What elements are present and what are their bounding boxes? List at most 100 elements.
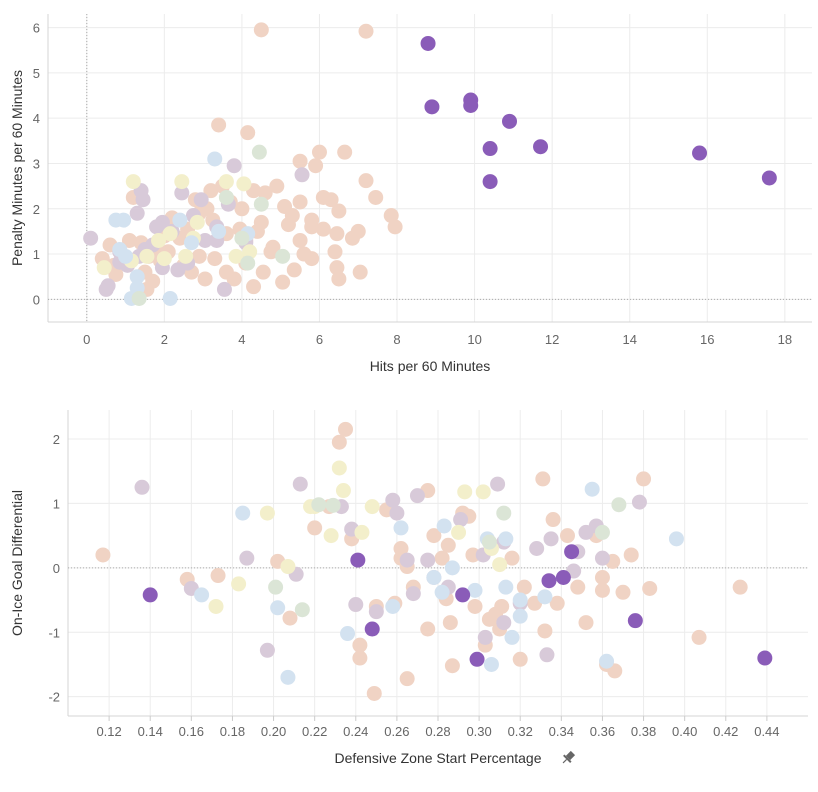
data-point (539, 647, 555, 663)
data-point (366, 685, 382, 701)
data-point (211, 223, 227, 239)
series-4 (194, 481, 684, 685)
data-point (426, 528, 442, 544)
x-tick-label: 0.14 (138, 724, 163, 739)
data-point (691, 629, 707, 645)
data-point (358, 173, 374, 189)
data-point (335, 483, 351, 499)
y-tick-label: 3 (33, 156, 40, 171)
data-point (337, 144, 353, 160)
data-point (490, 476, 506, 492)
y-axis-title: On-Ice Goal Differential (9, 490, 25, 636)
data-point (331, 434, 347, 450)
y-tick-label: 2 (53, 432, 60, 447)
data-point (269, 178, 285, 194)
series-5 (131, 144, 291, 306)
data-point (584, 481, 600, 497)
data-point (594, 582, 610, 598)
data-point (385, 598, 401, 614)
plot-area (47, 14, 812, 323)
data-point (512, 608, 528, 624)
data-point (83, 230, 99, 246)
data-point (253, 214, 269, 230)
pin-head (565, 750, 576, 761)
data-point (194, 587, 210, 603)
data-point (292, 194, 308, 210)
pin-needle (562, 758, 568, 764)
y-tick-label: 4 (33, 111, 40, 126)
x-tick-label: 0.40 (672, 724, 697, 739)
data-point (444, 658, 460, 674)
data-point (578, 615, 594, 631)
x-tick-label: 6 (316, 332, 323, 347)
data-point (323, 528, 339, 544)
data-point (405, 586, 421, 602)
data-point (239, 550, 255, 566)
data-point (96, 260, 112, 276)
x-tick-label: 0.36 (590, 724, 615, 739)
data-point (504, 629, 520, 645)
y-axis-title: Penalty Minutes per 60 Minutes (9, 70, 25, 266)
data-point (757, 650, 773, 666)
data-point (216, 281, 232, 297)
data-point (151, 232, 167, 248)
data-point (178, 248, 194, 264)
data-point (537, 623, 553, 639)
data-point (131, 290, 147, 306)
data-point (549, 595, 565, 611)
data-point (292, 476, 308, 492)
data-point (615, 584, 631, 600)
data-point (304, 251, 320, 267)
data-point (502, 113, 518, 129)
data-point (420, 35, 436, 51)
data-point (451, 524, 467, 540)
data-point (203, 183, 219, 199)
data-point (325, 497, 341, 513)
data-point (286, 262, 302, 278)
data-point (331, 271, 347, 287)
data-point (496, 615, 512, 631)
data-point (482, 174, 498, 190)
data-point (193, 192, 209, 208)
data-point (623, 547, 639, 563)
data-point (211, 117, 227, 133)
data-point (504, 550, 520, 566)
x-tick-label: 0.32 (508, 724, 533, 739)
data-point (732, 579, 748, 595)
data-point (280, 669, 296, 685)
data-point (275, 274, 291, 290)
x-tick-label: 0.26 (384, 724, 409, 739)
data-point (292, 153, 308, 169)
data-point (268, 579, 284, 595)
data-point (280, 559, 296, 575)
chart-2: 0.12 0.14 0.16 0.18 0.20 0.22 0.24 0.26 0.28 0.30… (9, 410, 808, 766)
data-point (240, 125, 256, 141)
data-point (311, 144, 327, 160)
data-point (444, 560, 460, 576)
data-point (218, 189, 234, 205)
data-point (541, 573, 557, 589)
data-point (348, 597, 364, 613)
data-point (594, 550, 610, 566)
data-point (364, 499, 380, 515)
data-point (234, 230, 250, 246)
data-point (389, 505, 405, 521)
data-point (228, 248, 244, 264)
x-tick-label: 0.42 (713, 724, 738, 739)
data-point (172, 212, 188, 228)
data-point (162, 226, 178, 242)
series-3 (208, 460, 508, 614)
data-point (331, 203, 347, 219)
data-point (156, 251, 172, 267)
series-0 (420, 35, 777, 190)
x-tick-label: 0.24 (343, 724, 368, 739)
data-point (118, 248, 134, 264)
data-point (455, 587, 471, 603)
data-point (308, 158, 324, 174)
data-point (235, 505, 251, 521)
data-point (162, 290, 178, 306)
data-point (352, 637, 368, 653)
y-tick-label: -1 (48, 625, 60, 640)
data-point (218, 174, 234, 190)
y-tick-label: -2 (48, 690, 60, 705)
